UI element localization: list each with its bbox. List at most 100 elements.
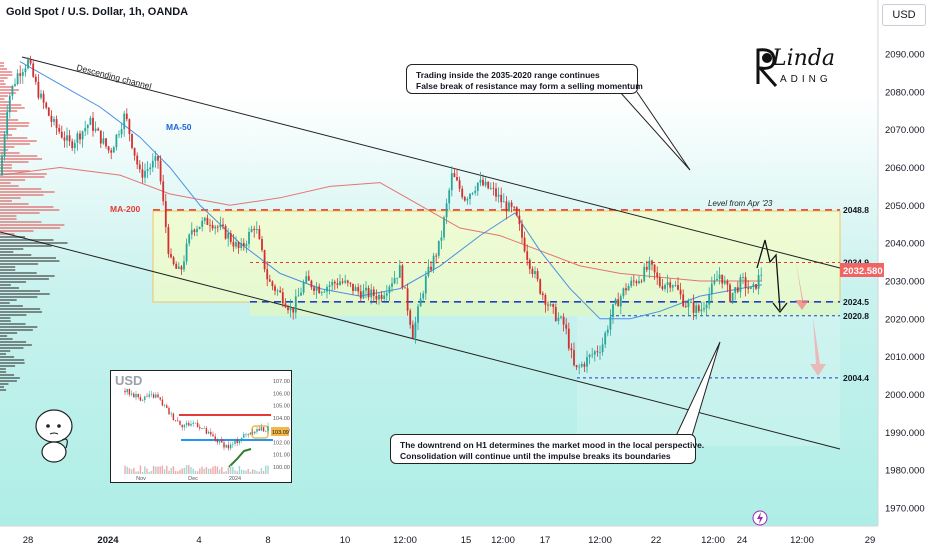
- candle-body: [352, 283, 354, 291]
- inset-candle-body: [135, 393, 137, 398]
- candle-body: [172, 257, 175, 265]
- inset-candle-body: [194, 422, 197, 424]
- candle-body: [573, 350, 575, 366]
- inset-volume-bar: [159, 466, 161, 474]
- candle-body: [492, 187, 495, 189]
- volume-profile-bar: [0, 323, 26, 325]
- candle-body: [315, 286, 318, 291]
- candle-body: [157, 156, 159, 161]
- candle-body: [281, 292, 284, 304]
- currency-button[interactable]: USD: [882, 4, 926, 26]
- ma200-label: MA-200: [110, 204, 141, 214]
- candle-body: [196, 228, 198, 233]
- inset-candle-body: [163, 405, 166, 406]
- candle-body: [245, 243, 248, 247]
- volume-profile-bar: [0, 257, 56, 259]
- candle-body: [427, 266, 430, 276]
- candle-body: [318, 286, 321, 294]
- inset-volume-bar: [188, 465, 190, 474]
- candle-body: [461, 188, 464, 198]
- candle-body: [144, 170, 146, 178]
- volume-profile-bar: [0, 128, 17, 130]
- candle-body: [562, 316, 565, 325]
- inset-volume-bar: [207, 468, 210, 474]
- candle-body: [359, 291, 362, 299]
- inset-volume-bar: [161, 465, 164, 474]
- inset-candle-body: [238, 440, 241, 444]
- inset-candle-body: [185, 422, 188, 425]
- volume-profile-bar: [0, 272, 37, 274]
- volume-profile-bar: [0, 287, 19, 289]
- candle-body: [180, 266, 183, 270]
- inset-candle-body: [183, 424, 186, 428]
- x-tick-label: 12:00: [588, 535, 612, 546]
- bottom-callout-line-1: The downtrend on H1 determines the marke…: [400, 440, 705, 450]
- candle-body: [167, 227, 170, 254]
- candle-body: [79, 133, 81, 140]
- candle-body: [632, 280, 635, 282]
- candle-body: [354, 287, 357, 291]
- y-tick-label: 2000.000: [885, 390, 925, 401]
- candle-body: [224, 225, 227, 239]
- volume-profile-bar: [0, 167, 12, 169]
- candle-body: [398, 265, 401, 278]
- x-tick-label: 12:00: [491, 535, 515, 546]
- candle-body: [466, 198, 469, 201]
- candle-body: [487, 181, 490, 189]
- x-tick-label: 4: [196, 535, 201, 546]
- candle-body: [456, 176, 458, 181]
- inset-volume-bar: [234, 470, 236, 474]
- candle-body: [630, 280, 633, 286]
- candle-body: [424, 275, 427, 294]
- candle-body: [474, 190, 477, 193]
- candle-body: [19, 73, 22, 76]
- candle-body: [97, 128, 100, 131]
- inset-candle-body: [245, 433, 247, 435]
- logo-sub-text: ADING: [780, 74, 832, 85]
- inset-volume-bar: [172, 466, 175, 474]
- candle-body: [604, 332, 607, 345]
- candle-body: [37, 81, 40, 98]
- price-axis[interactable]: 2090.000 2080.000 2070.000 2060.000 2050.000…: [840, 0, 932, 526]
- candle-body: [146, 169, 149, 171]
- volume-profile-bar: [0, 89, 19, 91]
- inset-volume-bar: [232, 466, 234, 474]
- volume-profile-bar: [0, 122, 30, 124]
- inset-y-tick: 107.00: [273, 379, 290, 385]
- candle-body: [536, 271, 539, 280]
- candle-body: [471, 192, 474, 194]
- range-zone: [152, 210, 841, 303]
- volume-profile-bar: [0, 338, 13, 340]
- candle-body: [521, 224, 523, 238]
- candle-body: [66, 135, 68, 141]
- candle-body: [726, 281, 729, 285]
- candle-body: [123, 113, 126, 130]
- candle-body: [599, 352, 601, 353]
- candle-body: [365, 287, 367, 291]
- volume-profile-bar: [0, 377, 20, 379]
- inset-candle-body: [141, 400, 144, 401]
- lightning-icon[interactable]: [752, 510, 768, 526]
- candle-body: [255, 229, 258, 231]
- x-tick-label: 29: [865, 535, 876, 546]
- inset-volume-bar: [221, 466, 223, 474]
- candle-body: [367, 287, 370, 298]
- inset-candle-body: [144, 396, 146, 401]
- inset-volume-bar: [141, 471, 144, 474]
- inset-volume-bar: [183, 467, 186, 474]
- volume-profile-bar: [0, 299, 17, 301]
- x-tick-label: 24: [737, 535, 748, 546]
- top-callout-tail: [619, 91, 691, 171]
- candle-body: [203, 217, 206, 221]
- x-tick-label: 10: [340, 535, 351, 546]
- candle-body: [71, 141, 74, 149]
- y-tick-label: 2040.000: [885, 239, 925, 250]
- candle-body: [757, 275, 760, 289]
- volume-profile-bar: [0, 320, 11, 322]
- volume-profile-bar: [0, 215, 17, 217]
- candle-body: [271, 281, 274, 287]
- volume-profile-bar: [0, 161, 29, 163]
- time-axis[interactable]: 28 2024 4 8 10 12:00 15 12:00 17 12:00 22 12:00 24 12…: [0, 525, 932, 550]
- candle-body: [731, 292, 734, 302]
- candle-body: [523, 237, 526, 252]
